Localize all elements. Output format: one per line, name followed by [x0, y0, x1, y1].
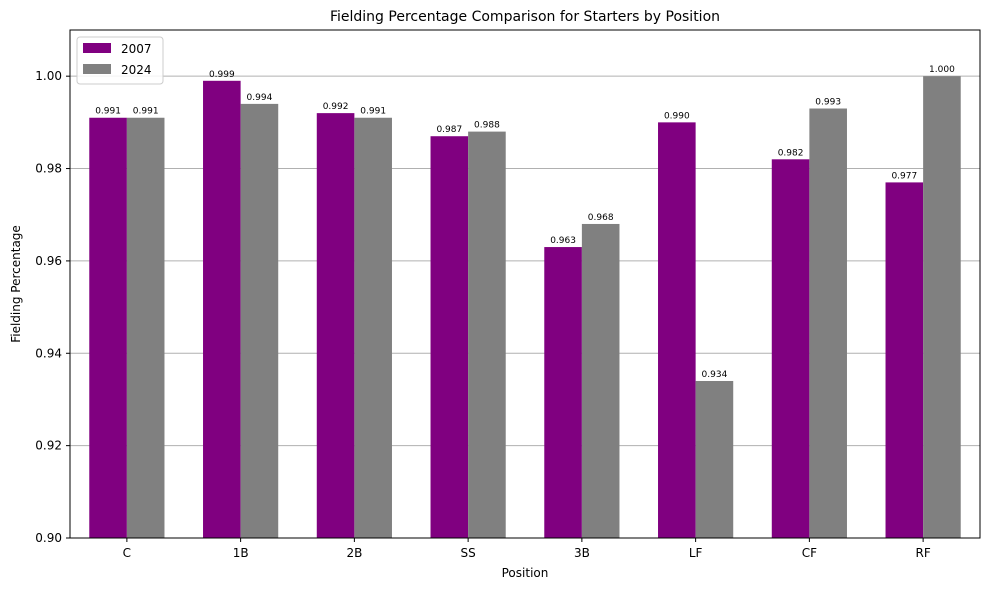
x-tick-label: C [123, 546, 131, 560]
bar-2024-2B [354, 117, 392, 538]
bars [89, 76, 961, 539]
data-label: 0.991 [360, 107, 386, 117]
y-axis-title: Fielding Percentage [9, 225, 23, 343]
data-labels: 0.991 0.991 0.999 0.994 0.992 0.991 0.987 0.988… [95, 65, 955, 380]
legend: 2007 2024 [76, 36, 164, 85]
bar-2024-C [126, 117, 165, 538]
data-label: 0.991 [95, 107, 121, 117]
bar-2007-RF [885, 182, 924, 538]
x-tick-label: CF [802, 546, 817, 560]
bar-2007-SS [430, 136, 469, 538]
bar-2007-C [89, 117, 127, 538]
bar-2007-3B [544, 247, 582, 538]
chart-title: Fielding Percentage Comparison for Start… [330, 9, 720, 25]
x-tick-label: 1B [233, 546, 249, 560]
data-label: 0.993 [815, 98, 841, 108]
data-label: 0.991 [133, 107, 159, 117]
bar-2007-CF [771, 159, 810, 539]
data-label: 0.988 [474, 121, 500, 131]
legend-swatch-2024 [83, 64, 111, 74]
y-tick-label: 0.98 [35, 162, 62, 176]
bar-2024-SS [468, 131, 506, 538]
data-label: 0.987 [436, 125, 462, 135]
x-axis-title: Position [502, 566, 549, 580]
bar-2024-LF [695, 380, 734, 538]
data-label: 0.977 [891, 171, 917, 181]
bar-2007-1B [203, 80, 241, 539]
x-tick-label: RF [916, 546, 931, 560]
data-label: 0.990 [664, 111, 690, 121]
x-tick-label: 3B [574, 546, 590, 560]
bar-2007-2B [316, 113, 355, 539]
data-label: 0.968 [588, 213, 614, 223]
bar-2007-LF [658, 122, 696, 538]
y-axis: 0.90 0.92 0.94 0.96 0.98 1.00 [35, 69, 70, 545]
bar-2024-1B [240, 103, 279, 539]
data-label: 0.934 [702, 370, 728, 380]
data-label: 0.994 [247, 93, 273, 103]
data-label: 0.992 [323, 102, 349, 112]
legend-label-2024: 2024 [121, 63, 152, 77]
x-tick-label: LF [689, 546, 703, 560]
legend-label-2007: 2007 [121, 42, 152, 56]
legend-swatch-2007 [83, 43, 111, 53]
y-tick-label: 0.92 [35, 439, 62, 453]
y-tick-label: 0.90 [35, 531, 62, 545]
y-tick-label: 1.00 [35, 69, 62, 83]
y-tick-label: 0.96 [35, 254, 62, 268]
bar-2024-RF [923, 76, 961, 538]
x-axis: C 1B 2B SS 3B LF CF RF [123, 538, 931, 560]
data-label: 1.000 [929, 65, 955, 75]
data-label: 0.999 [209, 70, 235, 80]
bar-2024-CF [809, 108, 847, 538]
plot-frame [69, 29, 981, 539]
data-label: 0.982 [778, 148, 804, 158]
bar-2024-3B [581, 223, 620, 539]
y-tick-label: 0.94 [35, 346, 62, 360]
x-tick-label: 2B [346, 546, 362, 560]
data-label: 0.963 [550, 236, 576, 246]
x-tick-label: SS [461, 546, 476, 560]
